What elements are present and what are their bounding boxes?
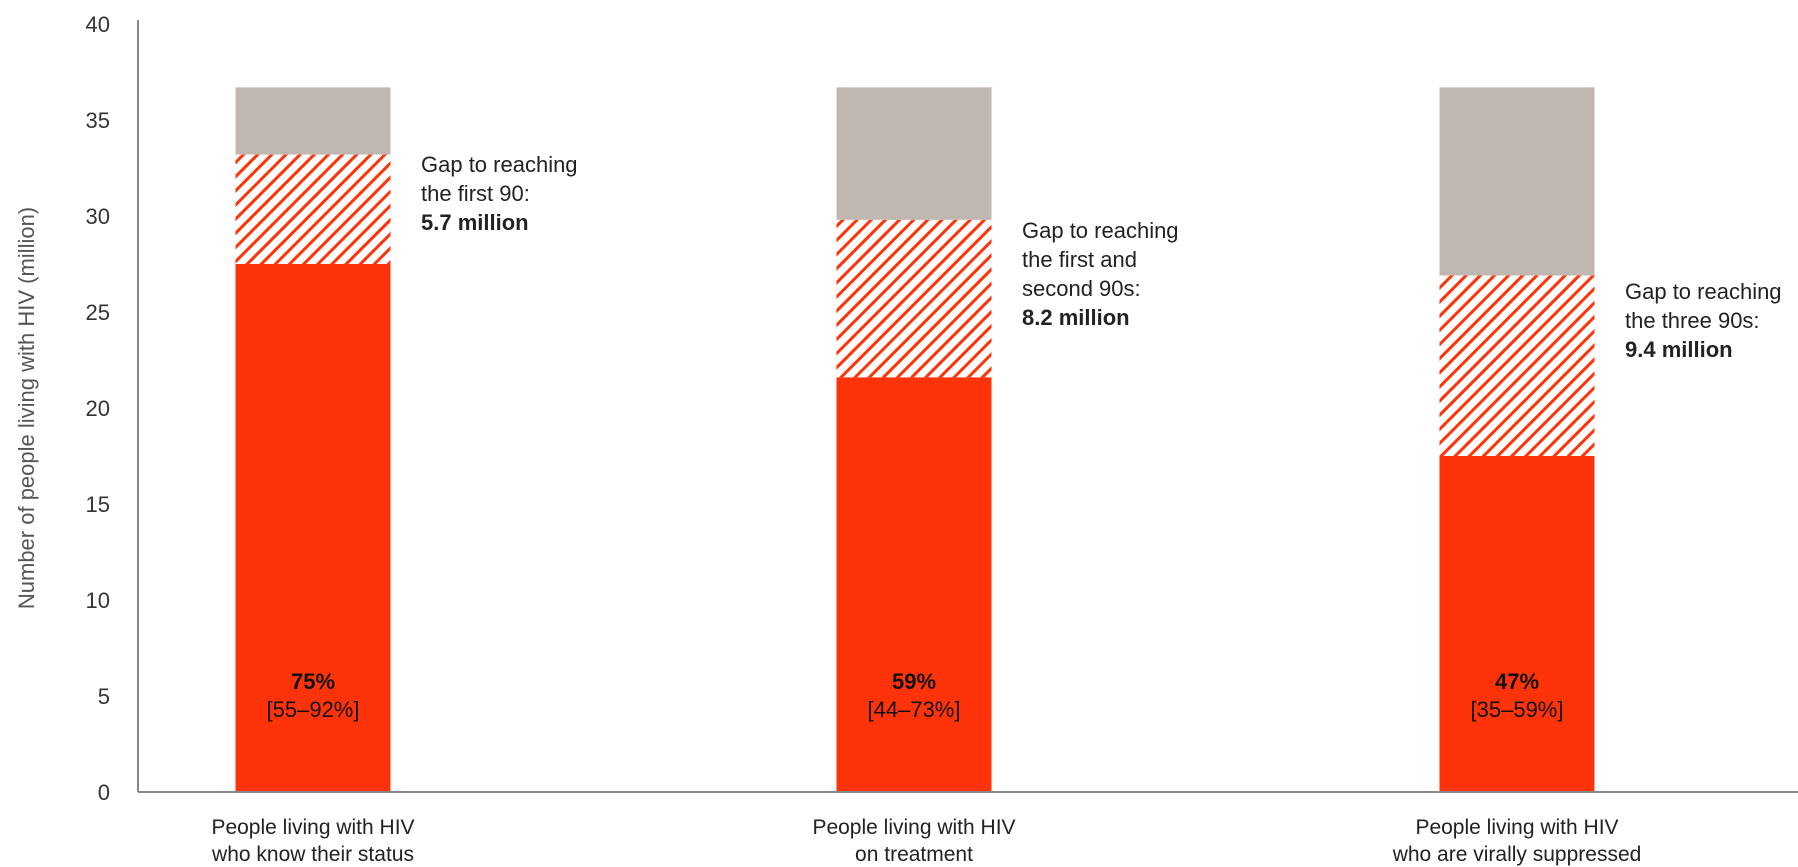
bars: 75% [55–92%] 59% [44–73%] 47% [35–59%] [235,87,1595,792]
bar-range-label: [55–92%] [267,697,360,722]
y-axis: 0 5 10 15 20 25 30 35 40 Number of people living … [14,12,139,805]
x-category-label: on treatment [855,843,973,866]
y-tick-label: 15 [86,492,110,517]
achieved-segment [836,377,992,792]
gap-annotation-text: Gap to reaching [1625,279,1782,304]
gap-annotation-text: Gap to reaching [421,152,578,177]
y-tick-label: 10 [86,588,110,613]
gap-annotation-value: 8.2 million [1022,305,1130,330]
gap-annotation-text: the first 90: [421,181,530,206]
x-category-label: who know their status [211,843,414,866]
bar-range-label: [35–59%] [1471,697,1564,722]
gap-segment-hatched [1439,275,1595,456]
gap-annotation-value: 5.7 million [421,210,529,235]
x-category-label: People living with HIV [812,816,1015,839]
gap-annotation-text: the three 90s: [1625,308,1760,333]
gap-segment-hatched [836,219,992,378]
bar-percent-label: 47% [1495,669,1539,694]
gap-annotation-text: second 90s: [1022,276,1141,301]
annotations: Gap to reaching the first 90: 5.7 million G… [421,152,1782,362]
gap-annotation-value: 9.4 million [1625,337,1733,362]
y-tick-label: 40 [86,12,110,37]
y-tick-label: 0 [98,780,110,805]
y-tick-label: 20 [86,396,110,421]
x-category-label: who are virally suppressed [1392,843,1642,866]
achieved-segment [235,264,391,792]
y-tick-label: 35 [86,108,110,133]
y-axis-title: Number of people living with HIV (millio… [14,207,39,609]
y-tick-label: 5 [98,684,110,709]
remaining-segment [1439,87,1595,276]
gap-annotation-text: the first and [1022,247,1137,272]
bar-percent-label: 59% [892,669,936,694]
remaining-segment [235,87,391,155]
remaining-segment [836,87,992,220]
bar-range-label: [44–73%] [868,697,961,722]
x-category-label: People living with HIV [211,816,414,839]
gap-segment-hatched [235,154,391,264]
y-tick-label: 25 [86,300,110,325]
achieved-segment [1439,456,1595,792]
bar-percent-label: 75% [291,669,335,694]
x-axis: People living with HIV who know their sta… [138,791,1798,866]
x-category-label: People living with HIV [1415,816,1618,839]
y-tick-label: 30 [86,204,110,229]
gap-annotation-text: Gap to reaching [1022,218,1179,243]
